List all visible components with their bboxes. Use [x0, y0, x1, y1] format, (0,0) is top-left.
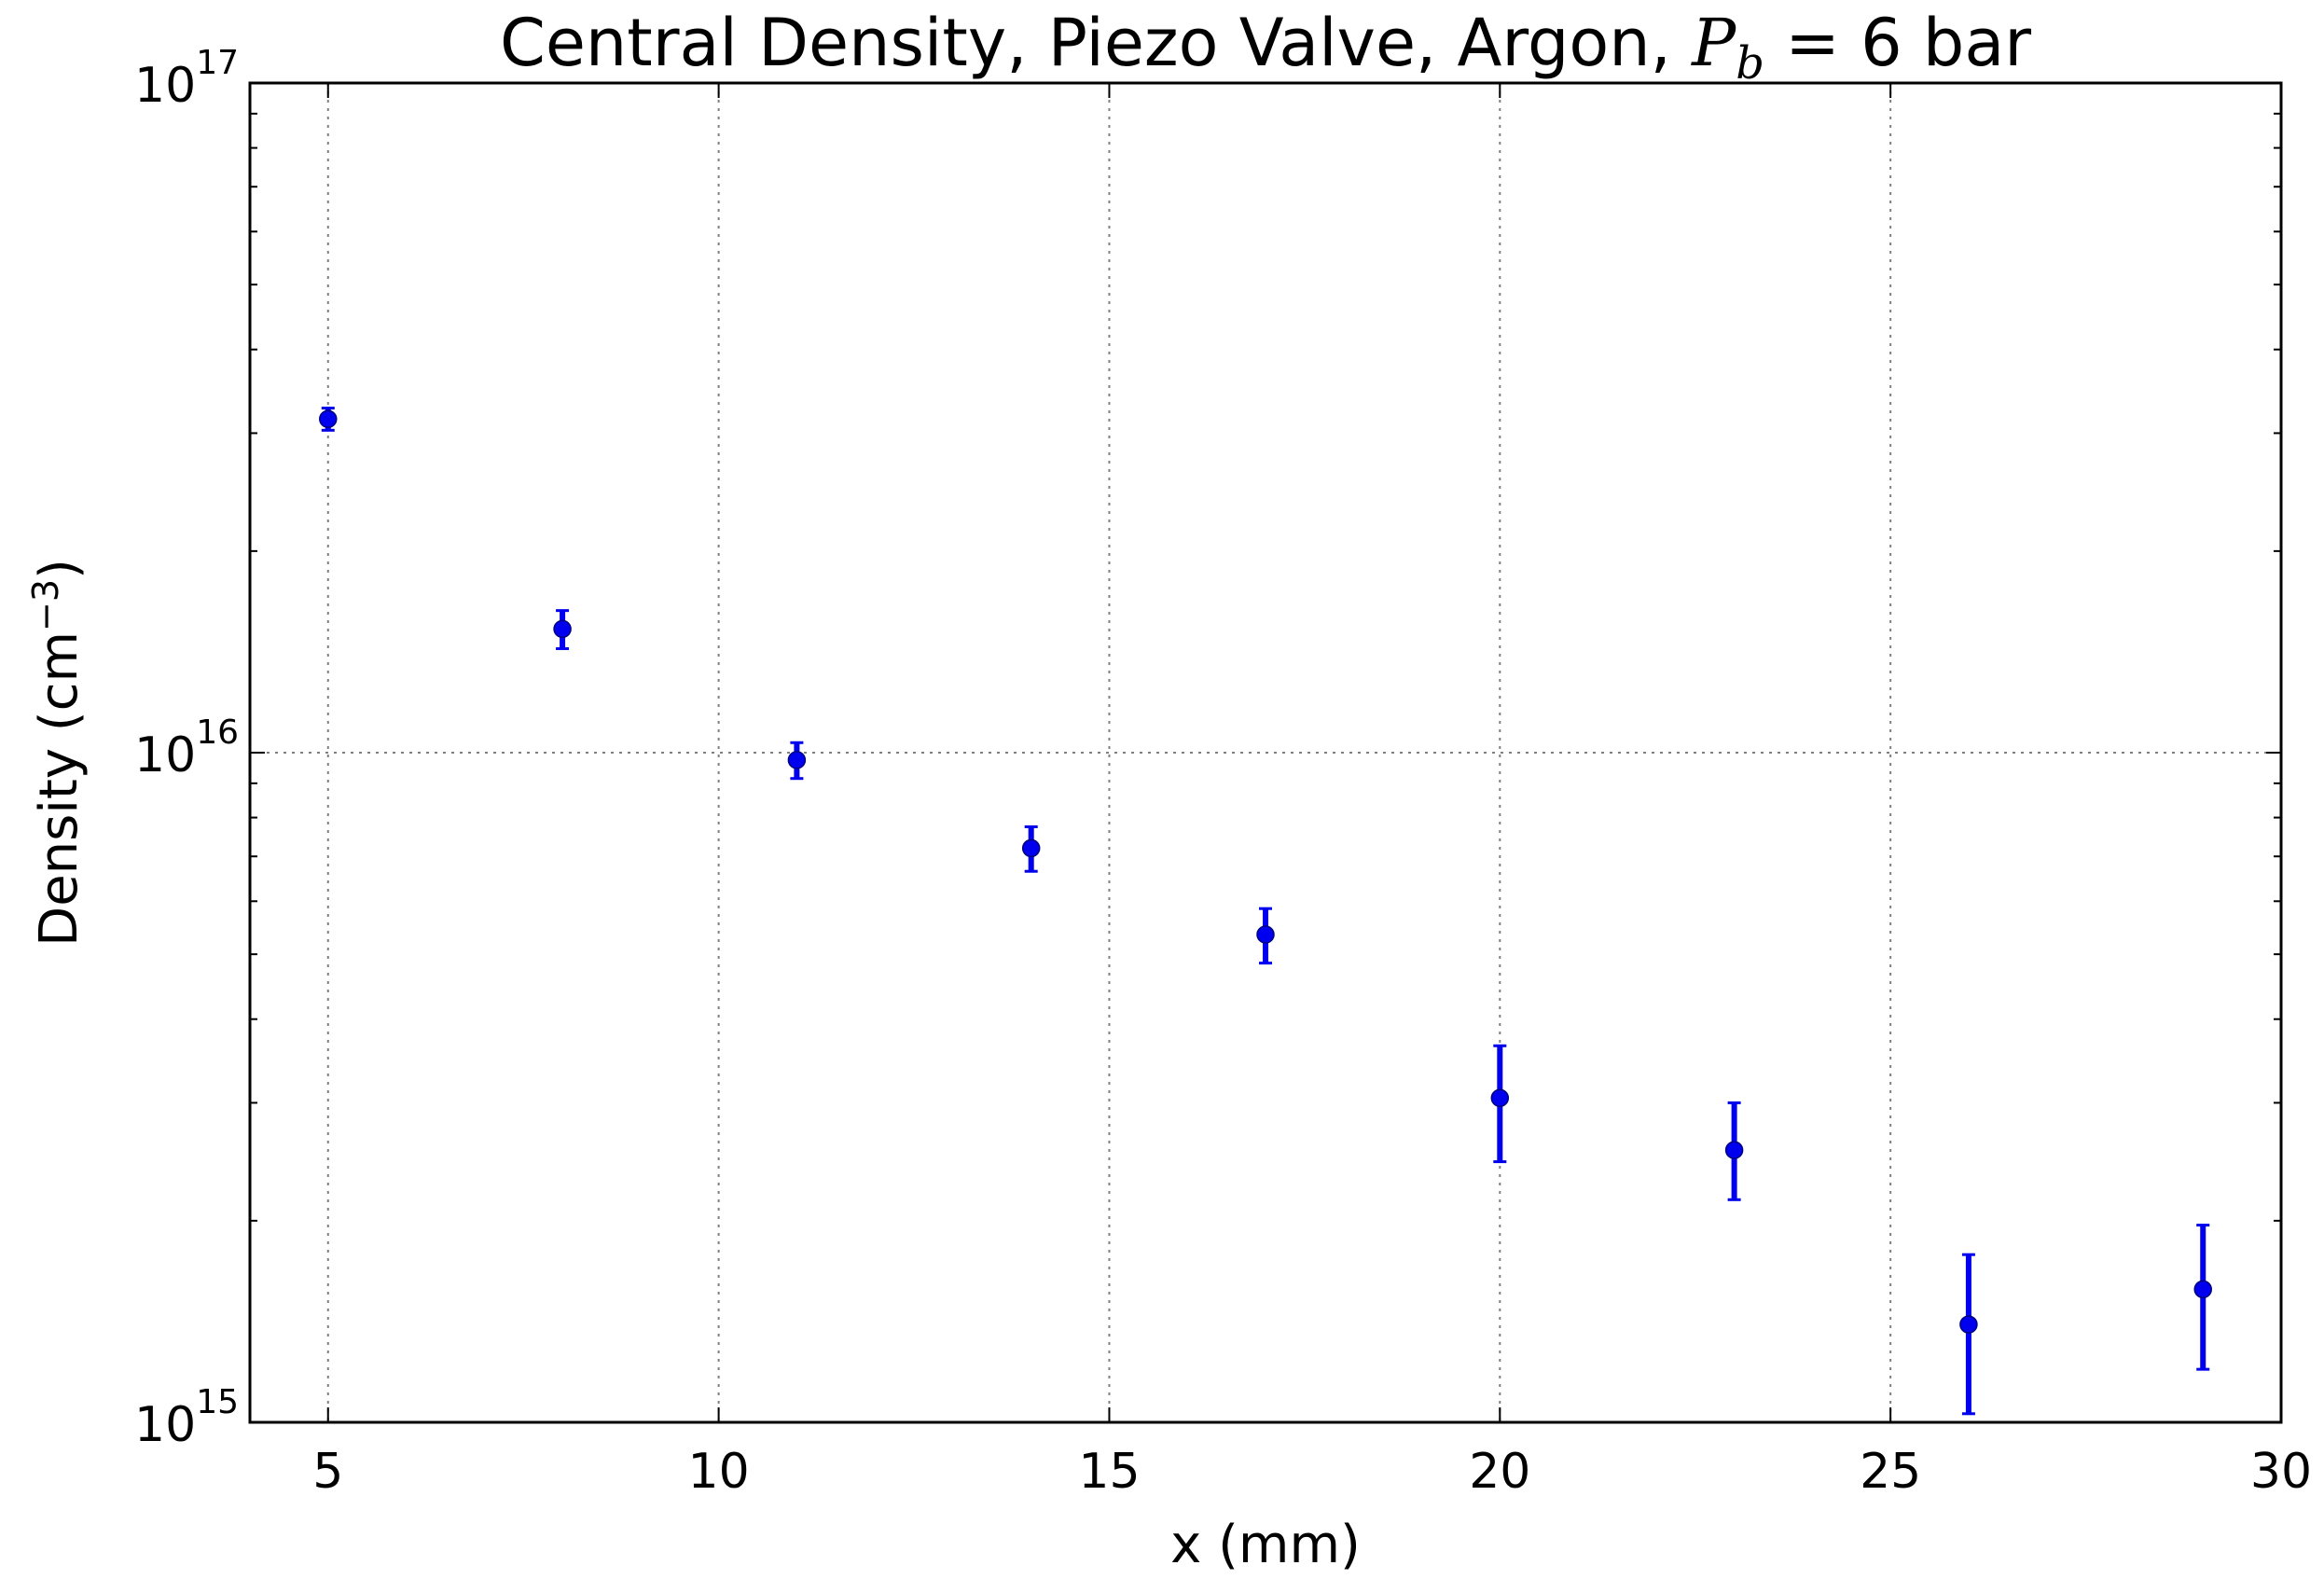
data-point	[319, 409, 338, 428]
data-point	[1021, 838, 1041, 858]
error-bars	[321, 407, 2210, 1416]
x-tick-label: 30	[2250, 1444, 2312, 1500]
minor-ticks	[250, 112, 2281, 1222]
x-tick-label: 5	[312, 1444, 343, 1500]
data-point	[1724, 1141, 1744, 1159]
y-tick-labels: 1015 1016 1017	[134, 44, 239, 1453]
y-tick-label: 1015	[134, 1383, 239, 1453]
x-tick-label: 10	[688, 1444, 750, 1500]
y-axis-label-exponent: −3	[25, 579, 66, 631]
y-axis-label: Density (cm−3)	[25, 559, 90, 947]
y-axis-label-suffix: )	[29, 559, 90, 579]
x-tick-label: 15	[1078, 1444, 1140, 1500]
grid	[250, 83, 2281, 1422]
y-axis-label-prefix: Density (cm	[29, 631, 90, 947]
chart-title-math-sub: b	[1736, 37, 1764, 90]
data-point	[553, 619, 572, 639]
y-tick-label: 1016	[134, 713, 239, 783]
x-tick-labels: 5 10 15 20 25 30	[312, 1444, 2312, 1500]
x-tick-label: 20	[1469, 1444, 1530, 1500]
chart-title: Central Density, Piezo Valve, Argon, Pb …	[500, 5, 2031, 90]
chart-title-suffix: = 6 bar	[1764, 5, 2031, 81]
data-point	[1256, 925, 1275, 944]
x-axis-label: x (mm)	[1170, 1515, 1361, 1575]
chart-title-math-var: P	[1690, 5, 1737, 81]
major-ticks	[250, 82, 2282, 1423]
data-points	[319, 409, 2212, 1334]
data-point	[1959, 1315, 1978, 1334]
data-point	[1490, 1088, 1510, 1108]
data-point	[787, 751, 807, 769]
x-tick-label: 25	[1860, 1444, 1921, 1500]
data-point	[2193, 1280, 2212, 1299]
y-tick-label: 1017	[134, 44, 239, 114]
chart-title-prefix: Central Density, Piezo Valve, Argon,	[500, 5, 1692, 81]
